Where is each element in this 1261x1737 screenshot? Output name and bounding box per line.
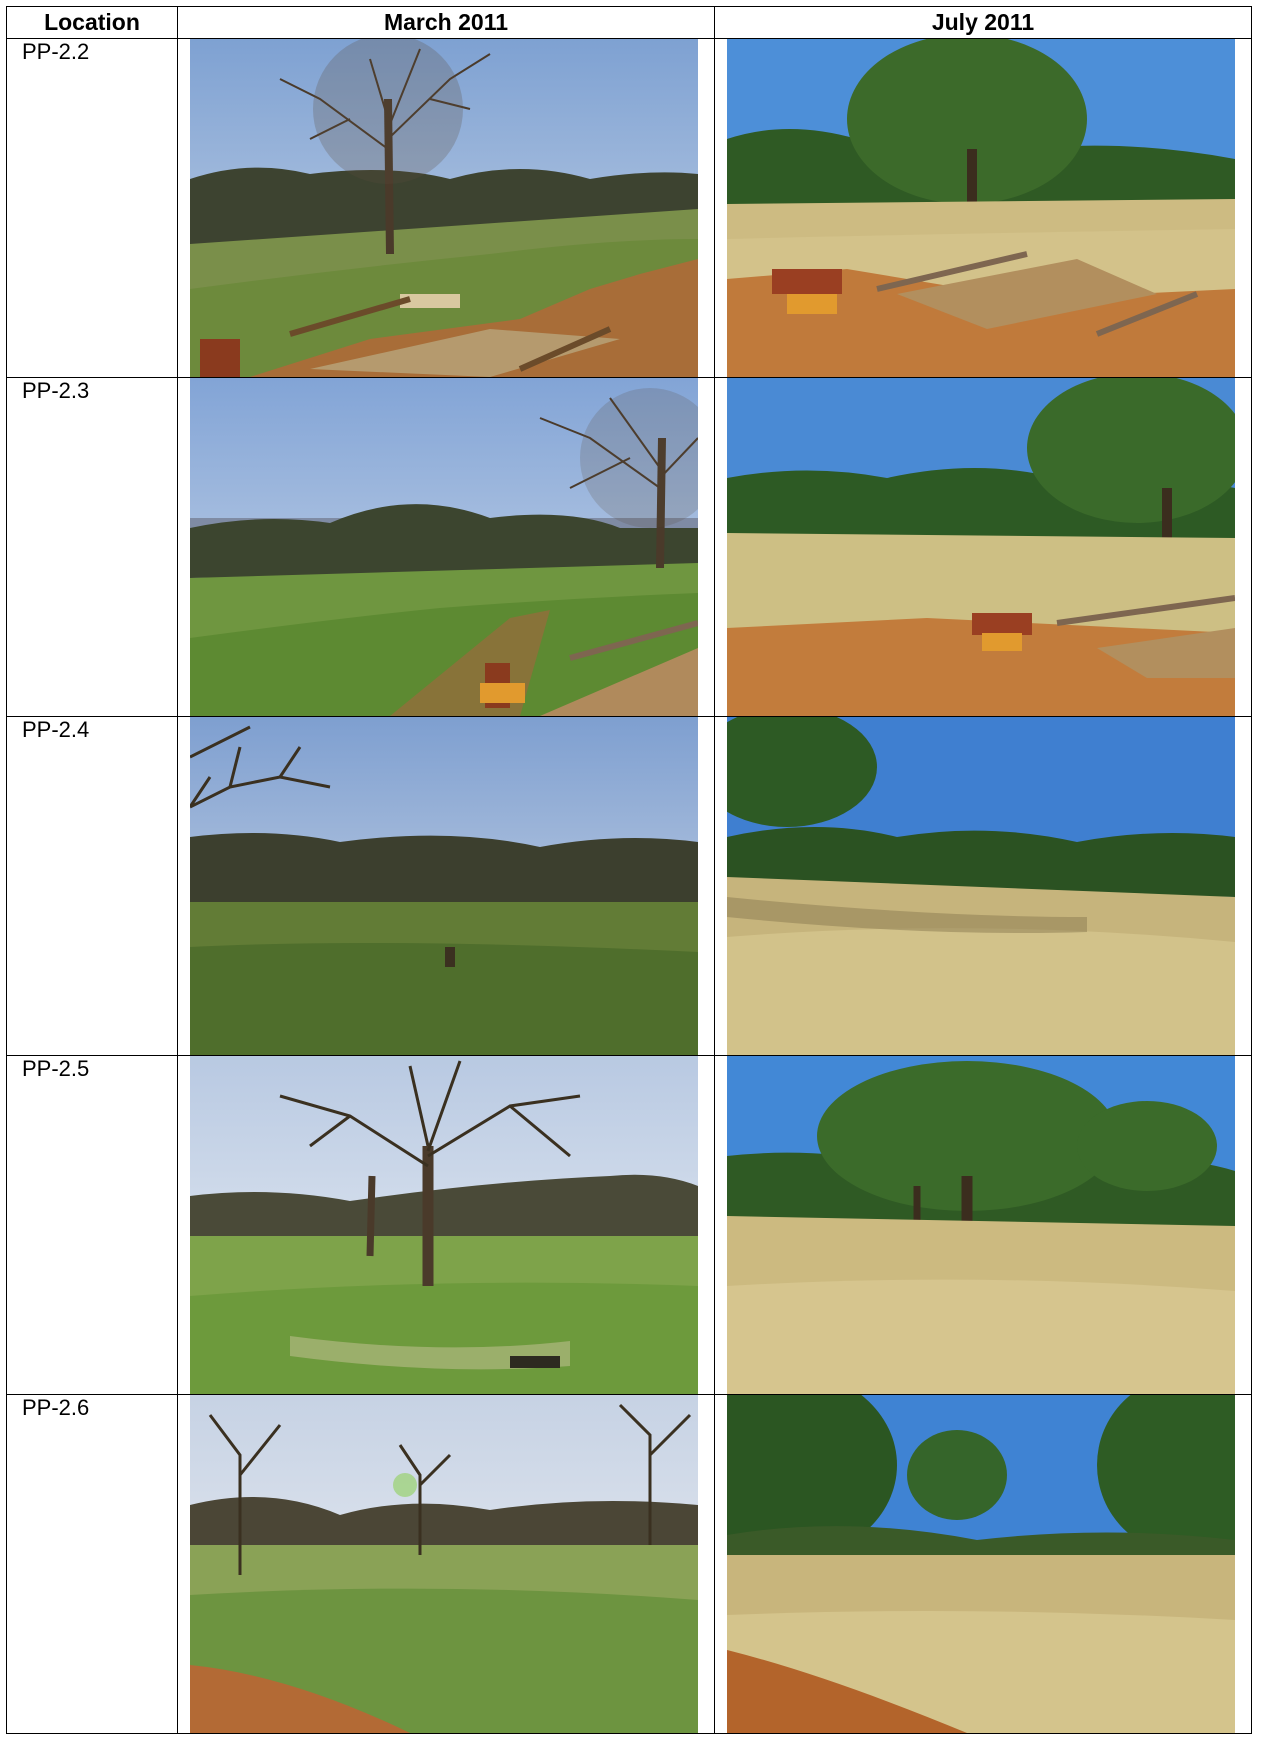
- july-photo-cell: [714, 716, 1252, 1056]
- photo-comparison-table: Location March 2011 July 2011 PP-2.2: [6, 6, 1252, 1734]
- march-photo-cell: [177, 716, 715, 1056]
- location-label: PP-2.2: [6, 38, 178, 378]
- table-row: PP-2.5: [6, 1055, 1252, 1395]
- table-row: PP-2.6: [6, 1394, 1252, 1734]
- table-row: PP-2.3: [6, 377, 1252, 717]
- location-label: PP-2.4: [6, 716, 178, 1056]
- july-photo-cell: [714, 1055, 1252, 1395]
- header-march: March 2011: [177, 6, 715, 39]
- march-photo-cell: [177, 38, 715, 378]
- march-photo-cell: [177, 1394, 715, 1734]
- march-photo: [190, 1056, 698, 1394]
- march-photo: [190, 1395, 698, 1733]
- march-photo: [190, 717, 698, 1055]
- july-photo-cell: [714, 1394, 1252, 1734]
- july-photo: [727, 717, 1235, 1055]
- july-photo-cell: [714, 38, 1252, 378]
- march-photo: [190, 378, 698, 716]
- header-row: Location March 2011 July 2011: [6, 6, 1252, 39]
- july-photo: [727, 1395, 1235, 1733]
- table-row: PP-2.2: [6, 38, 1252, 378]
- march-photo-cell: [177, 377, 715, 717]
- march-photo: [190, 39, 698, 377]
- location-label: PP-2.5: [6, 1055, 178, 1395]
- july-photo: [727, 378, 1235, 716]
- march-photo-cell: [177, 1055, 715, 1395]
- table-row: PP-2.4: [6, 716, 1252, 1056]
- header-location: Location: [6, 6, 178, 39]
- location-label: PP-2.6: [6, 1394, 178, 1734]
- july-photo: [727, 39, 1235, 377]
- location-label: PP-2.3: [6, 377, 178, 717]
- july-photo-cell: [714, 377, 1252, 717]
- header-july: July 2011: [714, 6, 1252, 39]
- july-photo: [727, 1056, 1235, 1394]
